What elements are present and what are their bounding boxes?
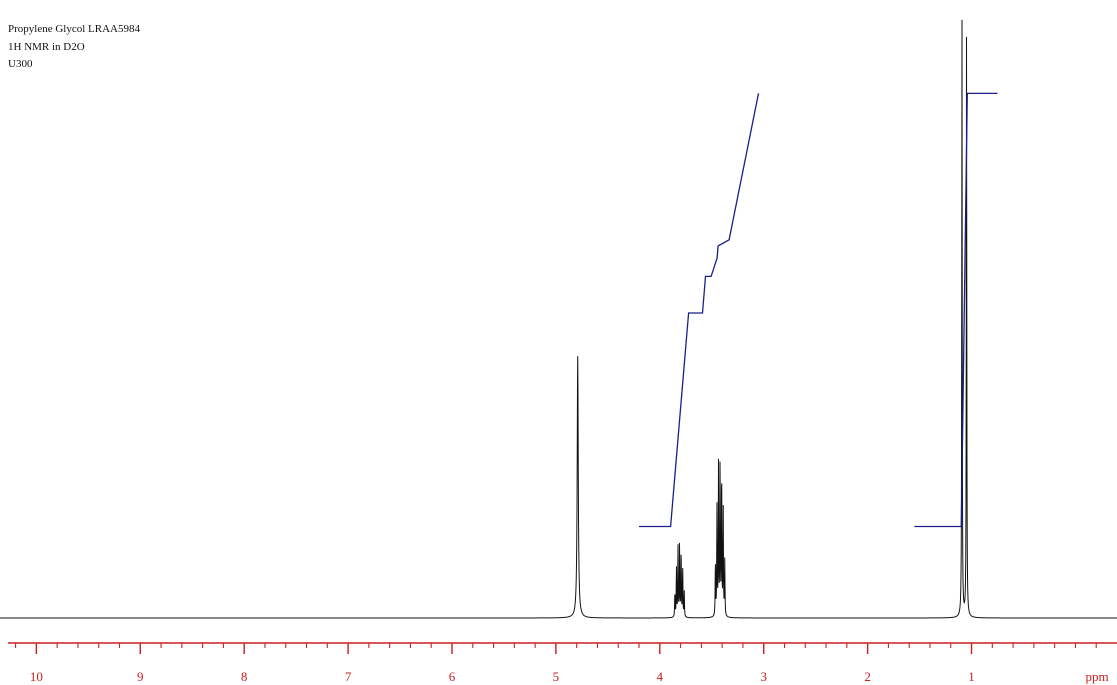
spectrum-layer bbox=[0, 19, 1117, 619]
axis-unit-label: ppm bbox=[1085, 669, 1108, 684]
tick-label: 2 bbox=[864, 669, 871, 684]
spectrum-trace bbox=[0, 19, 1117, 619]
spectrum-header: Propylene Glycol LRAA5984 1H NMR in D2O … bbox=[8, 21, 140, 74]
tick-label: 10 bbox=[30, 669, 43, 684]
integral-curve-1 bbox=[639, 93, 760, 528]
tick-label: 3 bbox=[760, 669, 767, 684]
tick-label: 1 bbox=[968, 669, 975, 684]
ppm-axis: 10 9 8 7 6 5 4 3 2 1 ppm bbox=[8, 642, 1117, 684]
tick-label: 4 bbox=[657, 669, 664, 684]
tick-label: 6 bbox=[449, 669, 456, 684]
tick-label: 5 bbox=[553, 669, 560, 684]
tick-label: 8 bbox=[241, 669, 248, 684]
integral-layer bbox=[639, 92, 998, 528]
tick-label: 9 bbox=[137, 669, 144, 684]
instrument-label: U300 bbox=[8, 58, 33, 70]
integral-curve-2 bbox=[914, 92, 998, 528]
tick-label: 7 bbox=[345, 669, 352, 684]
experiment-label: 1H NMR in D2O bbox=[8, 40, 85, 53]
sample-title: Propylene Glycol LRAA5984 bbox=[8, 23, 140, 35]
